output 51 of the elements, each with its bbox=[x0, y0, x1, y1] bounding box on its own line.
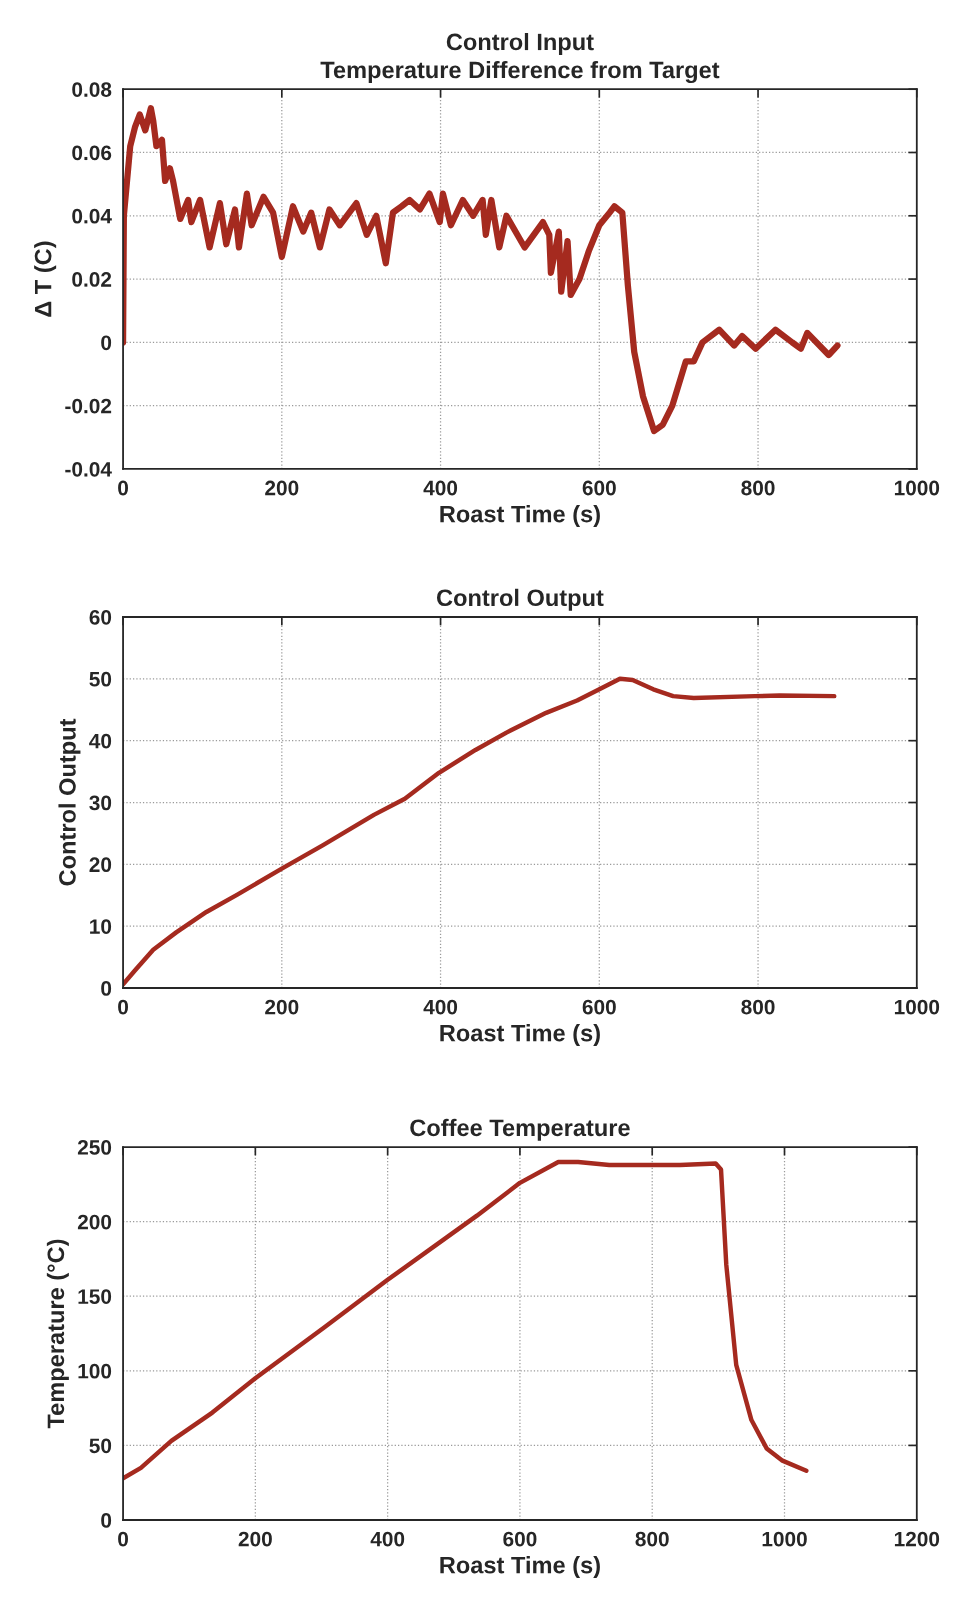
y-tick-label: 50 bbox=[89, 1438, 112, 1454]
y-tick-label: 0 bbox=[101, 335, 112, 351]
x-tick-label: 200 bbox=[265, 999, 299, 1015]
chart-title: Coffee Temperature bbox=[410, 1118, 630, 1141]
chart-title: Control Input bbox=[446, 32, 594, 55]
y-tick-label: 10 bbox=[90, 919, 112, 934]
x-tick-label: 0 bbox=[118, 480, 129, 496]
x-tick-label: 0 bbox=[118, 999, 129, 1015]
y-tick-label: 0.04 bbox=[72, 208, 112, 224]
line-series bbox=[123, 676, 837, 987]
y-tick-label: 50 bbox=[89, 671, 112, 687]
y-tick-label: 0 bbox=[101, 981, 112, 996]
x-tick-label: 800 bbox=[741, 480, 775, 496]
y-tick-label: -0.02 bbox=[65, 398, 112, 414]
x-tick-label: 1200 bbox=[894, 1531, 940, 1547]
y-tick-label: 0.02 bbox=[72, 272, 112, 287]
y-tick-label: 0 bbox=[101, 1513, 112, 1528]
x-tick-label: 800 bbox=[635, 1531, 669, 1547]
y-tick-label: 200 bbox=[77, 1214, 112, 1230]
x-tick-label: 800 bbox=[741, 999, 775, 1015]
x-tick-label: 600 bbox=[582, 480, 616, 496]
y-tick-label: 250 bbox=[77, 1140, 112, 1155]
x-tick-label: 1000 bbox=[894, 480, 940, 496]
x-tick-label: 400 bbox=[423, 999, 458, 1015]
x-tick-label: 0 bbox=[118, 1531, 129, 1547]
y-tick-label: 60 bbox=[89, 609, 112, 625]
chart-title: Control Output bbox=[436, 588, 604, 611]
chart-subtitle: Temperature Difference from Target bbox=[320, 60, 720, 84]
x-tick-label: 600 bbox=[582, 999, 616, 1015]
x-axis-title: Roast Time (s) bbox=[440, 505, 600, 528]
x-axis-title: Roast Time (s) bbox=[440, 1024, 600, 1047]
x-tick-label: 1000 bbox=[894, 999, 940, 1015]
x-tick-label: 200 bbox=[238, 1531, 272, 1547]
x-tick-label: 600 bbox=[503, 1531, 537, 1547]
y-axis-title: Δ T (C) bbox=[34, 241, 57, 317]
x-tick-label: 1000 bbox=[762, 1531, 807, 1547]
line-series bbox=[123, 1159, 809, 1481]
y-tick-label: -0.04 bbox=[65, 461, 112, 477]
y-tick-label: 30 bbox=[89, 795, 112, 811]
y-tick-label: 0.08 bbox=[72, 82, 112, 97]
y-tick-label: 40 bbox=[89, 733, 112, 749]
y-tick-label: 0.06 bbox=[72, 145, 112, 161]
y-axis-title: Temperature (°C) bbox=[46, 1239, 69, 1429]
x-axis-title: Roast Time (s) bbox=[440, 1556, 600, 1579]
y-axis-title: Control Output bbox=[58, 718, 81, 886]
x-tick-label: 200 bbox=[265, 480, 299, 496]
x-tick-label: 400 bbox=[423, 480, 458, 496]
y-tick-label: 20 bbox=[89, 857, 112, 873]
y-tick-label: 100 bbox=[78, 1363, 112, 1379]
x-tick-label: 400 bbox=[370, 1531, 405, 1547]
y-tick-label: 150 bbox=[78, 1289, 112, 1304]
